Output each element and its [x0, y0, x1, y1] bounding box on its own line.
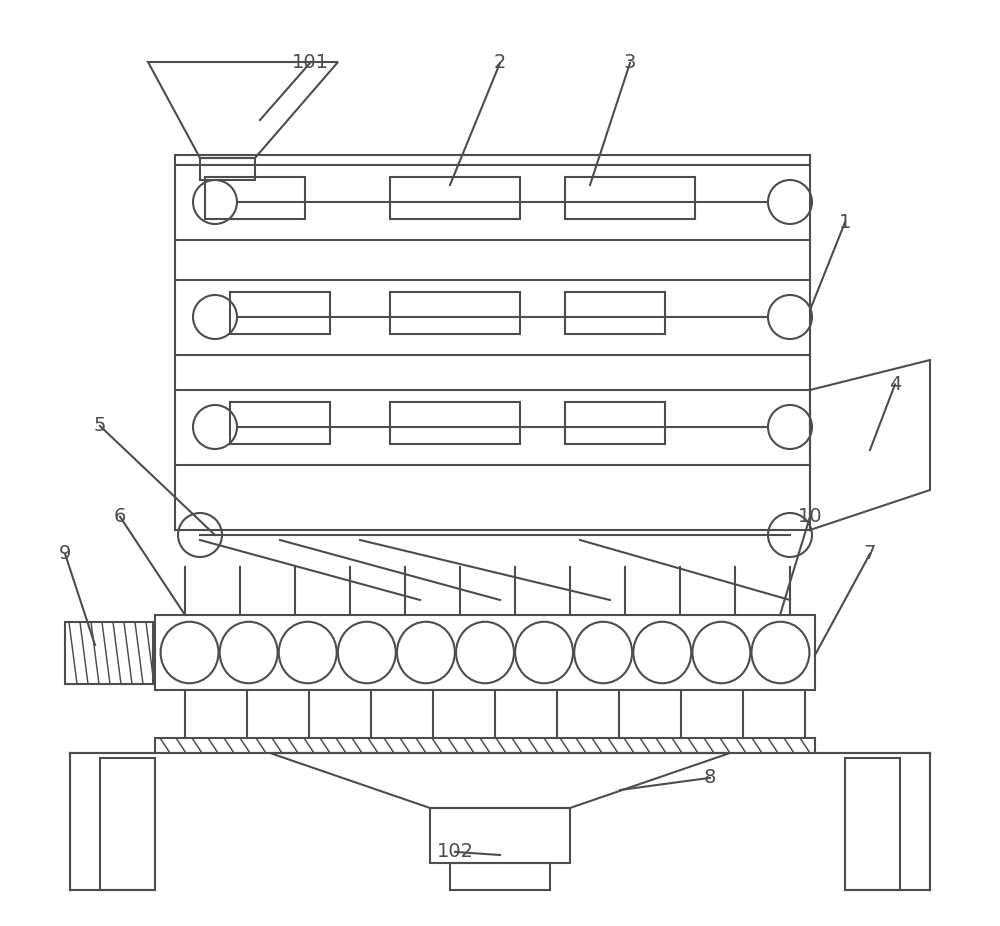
- Text: 7: 7: [864, 544, 876, 563]
- Bar: [565, 292, 665, 334]
- Text: 8: 8: [704, 769, 716, 787]
- Text: 2: 2: [494, 54, 506, 72]
- Text: 1: 1: [839, 213, 851, 232]
- Text: 3: 3: [624, 54, 636, 72]
- Bar: [390, 402, 520, 444]
- Text: 101: 101: [292, 54, 328, 72]
- Bar: [65, 622, 153, 684]
- Bar: [200, 158, 255, 180]
- Bar: [230, 402, 330, 444]
- Bar: [390, 292, 520, 334]
- Text: 9: 9: [59, 544, 71, 563]
- Bar: [430, 808, 570, 863]
- Bar: [565, 402, 665, 444]
- Bar: [100, 758, 155, 890]
- Text: 102: 102: [436, 843, 474, 861]
- Bar: [175, 155, 810, 530]
- Bar: [390, 177, 520, 219]
- Bar: [155, 615, 815, 690]
- Bar: [155, 738, 815, 753]
- Text: 5: 5: [94, 417, 106, 435]
- Bar: [565, 177, 695, 219]
- Bar: [450, 863, 550, 890]
- Text: 4: 4: [889, 375, 901, 394]
- Bar: [845, 758, 900, 890]
- Bar: [205, 177, 305, 219]
- Text: 6: 6: [114, 507, 126, 526]
- Text: 10: 10: [798, 507, 822, 526]
- Bar: [230, 292, 330, 334]
